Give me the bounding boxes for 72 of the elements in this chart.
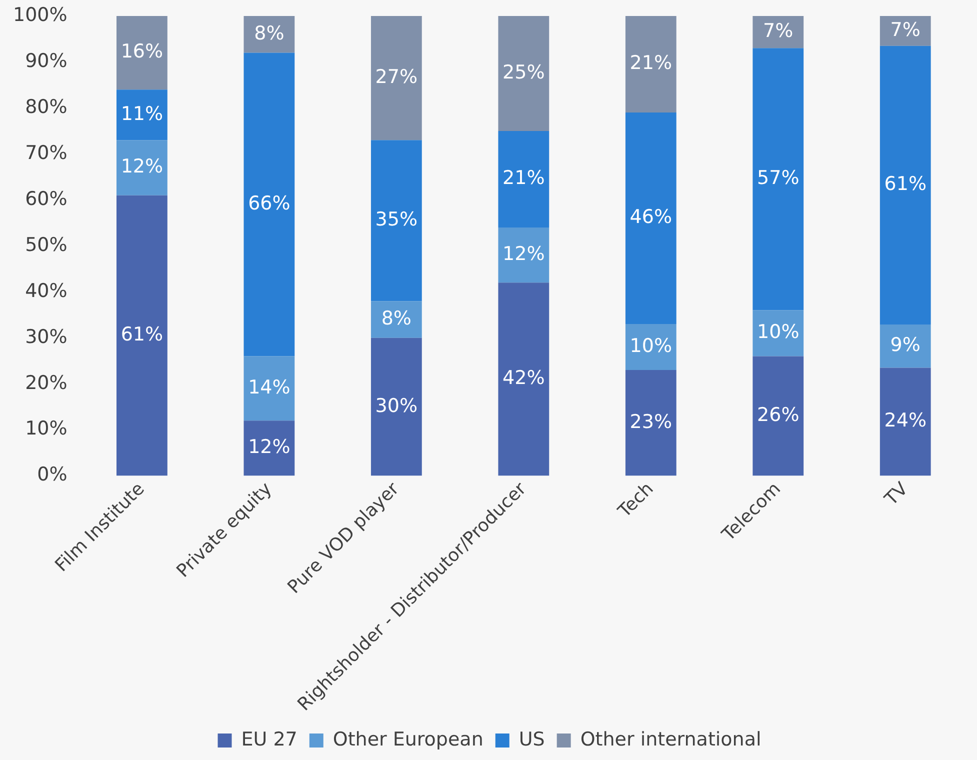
bar	[625, 112, 676, 324]
data-label: 10%	[630, 334, 672, 357]
bar	[752, 48, 804, 310]
data-label: 27%	[375, 66, 418, 88]
bar	[625, 324, 676, 370]
data-label: 11%	[120, 102, 164, 125]
data-label: 24%	[884, 410, 926, 432]
x-tick-label: Tech	[614, 478, 658, 522]
y-tick-label: 10%	[25, 418, 68, 440]
bar	[752, 16, 804, 48]
bar	[498, 282, 550, 476]
data-label: 8%	[254, 22, 284, 44]
y-tick-label: 40%	[25, 280, 68, 302]
bar	[498, 228, 550, 283]
bar	[880, 368, 931, 476]
data-label: 35%	[375, 208, 418, 231]
data-label: 7%	[763, 20, 794, 42]
bar	[370, 140, 422, 302]
data-label: 12%	[502, 243, 545, 266]
data-label: 26%	[757, 404, 800, 426]
y-tick-label: 100%	[12, 4, 68, 26]
y-tick-label: 90%	[25, 50, 68, 72]
data-label: 16%	[120, 40, 164, 63]
legend-label: Other European	[332, 728, 484, 750]
bar	[116, 140, 168, 196]
data-label: 23%	[630, 410, 672, 433]
bar	[244, 52, 295, 356]
bar	[880, 324, 931, 368]
data-label: 61%	[120, 323, 164, 346]
y-tick-label: 60%	[25, 188, 68, 210]
data-label: 12%	[248, 436, 290, 458]
data-label: 9%	[890, 334, 920, 356]
y-tick-label: 30%	[25, 326, 68, 348]
data-label: 21%	[630, 52, 672, 74]
data-label: 7%	[890, 18, 920, 41]
data-label: 14%	[248, 376, 290, 398]
data-label: 8%	[381, 307, 412, 330]
data-label: 30%	[375, 394, 418, 417]
bar	[752, 356, 804, 476]
data-label: 46%	[630, 206, 672, 228]
y-tick-label: 50%	[25, 234, 68, 256]
bar	[880, 16, 931, 46]
bar	[116, 90, 168, 140]
bar	[498, 16, 550, 131]
data-label: 66%	[248, 192, 290, 214]
bar	[625, 370, 676, 476]
bar	[116, 195, 168, 476]
bar	[370, 301, 422, 338]
bar	[880, 46, 931, 325]
legend-label: Other international	[580, 728, 762, 750]
data-label: 10%	[757, 321, 800, 344]
data-label: 25%	[502, 61, 545, 84]
bar	[370, 16, 422, 140]
data-label: 12%	[120, 156, 164, 178]
bar	[498, 130, 550, 228]
data-label: 42%	[502, 367, 545, 390]
y-tick-label: 70%	[25, 142, 68, 164]
y-tick-label: 0%	[37, 464, 68, 486]
data-label: 57%	[757, 167, 800, 190]
y-tick-label: 20%	[25, 372, 68, 394]
bar	[625, 16, 676, 113]
legend-label: US	[518, 728, 545, 750]
bar	[370, 338, 422, 476]
bar	[244, 420, 295, 476]
data-label: 61%	[884, 173, 926, 196]
x-tick-label: TV	[880, 478, 913, 510]
bar	[244, 16, 295, 53]
data-label: 21%	[502, 167, 545, 190]
y-tick-label: 80%	[25, 96, 68, 118]
bar	[244, 356, 295, 421]
legend-label: EU 27	[241, 728, 298, 750]
bar	[116, 16, 168, 90]
